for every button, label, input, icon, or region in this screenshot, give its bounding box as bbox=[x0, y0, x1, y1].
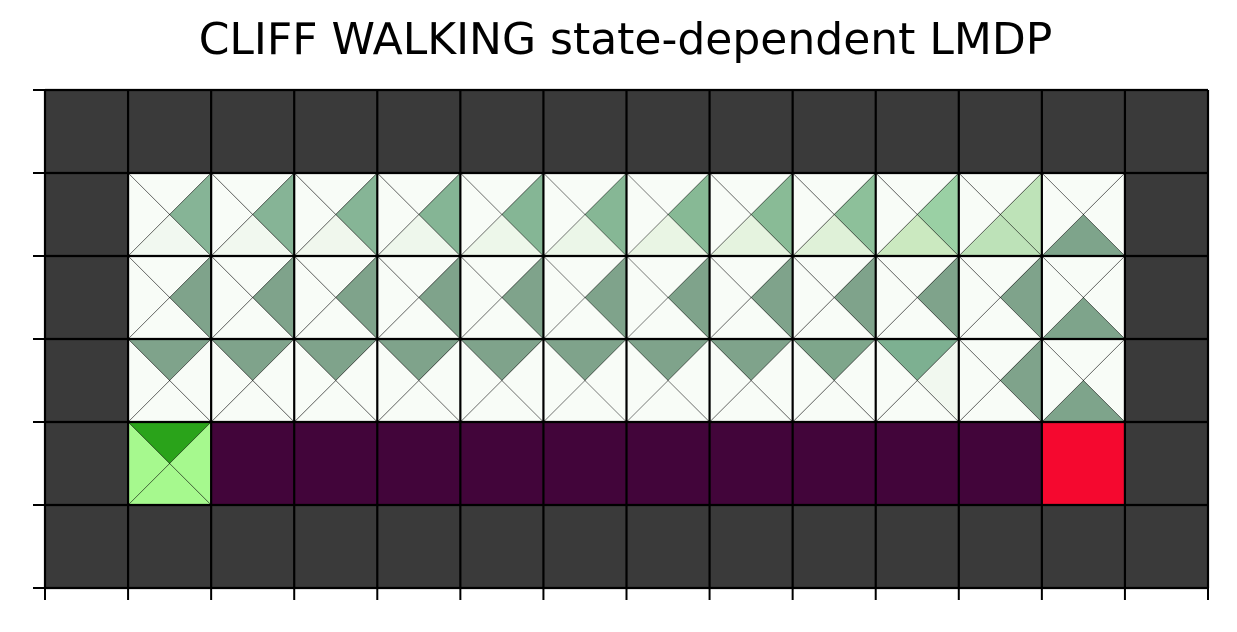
wall-cell bbox=[792, 90, 876, 173]
wall-cell bbox=[128, 90, 212, 173]
wall-cell bbox=[709, 505, 793, 588]
wall-cell bbox=[543, 90, 627, 173]
wall-cell bbox=[45, 505, 129, 588]
cliff-cell bbox=[294, 422, 378, 505]
wall-cell bbox=[626, 505, 710, 588]
wall-cell bbox=[1124, 339, 1208, 422]
wall-cell bbox=[211, 505, 295, 588]
wall-cell bbox=[377, 90, 461, 173]
gridlines-layer bbox=[43, 88, 1210, 590]
wall-cell bbox=[958, 505, 1042, 588]
wall-cell bbox=[1124, 173, 1208, 256]
wall-cell bbox=[626, 90, 710, 173]
cliff-cell bbox=[211, 422, 295, 505]
wall-cell bbox=[875, 90, 959, 173]
wall-cell bbox=[294, 505, 378, 588]
cliff-cell bbox=[460, 422, 544, 505]
cliff-cell bbox=[709, 422, 793, 505]
wall-cell bbox=[45, 422, 129, 505]
cliff-cell bbox=[792, 422, 876, 505]
wall-cell bbox=[1124, 505, 1208, 588]
wall-cell bbox=[1041, 505, 1125, 588]
wall-cell bbox=[1124, 422, 1208, 505]
wall-cell bbox=[45, 173, 129, 256]
plot-title: CLIFF WALKING state-dependent LMDP bbox=[198, 14, 1053, 65]
wall-cell bbox=[958, 90, 1042, 173]
wall-cell bbox=[709, 90, 793, 173]
wall-cell bbox=[543, 505, 627, 588]
cliff-cell bbox=[543, 422, 627, 505]
wall-cell bbox=[460, 505, 544, 588]
cliff-cell bbox=[875, 422, 959, 505]
wall-cell bbox=[294, 90, 378, 173]
wall-cell bbox=[1124, 256, 1208, 339]
axis-ticks bbox=[33, 89, 1209, 600]
wall-cell bbox=[460, 90, 544, 173]
cliff-cell bbox=[377, 422, 461, 505]
wall-cell bbox=[1041, 90, 1125, 173]
wall-cell bbox=[45, 90, 129, 173]
goal-cell bbox=[1041, 422, 1125, 505]
wall-cell bbox=[211, 90, 295, 173]
wall-cell bbox=[1124, 90, 1208, 173]
cells-layer bbox=[45, 90, 1208, 588]
wall-cell bbox=[45, 339, 129, 422]
wall-cell bbox=[45, 256, 129, 339]
wall-cell bbox=[377, 505, 461, 588]
wall-cell bbox=[792, 505, 876, 588]
cliff-cell bbox=[958, 422, 1042, 505]
cliff-cell bbox=[626, 422, 710, 505]
wall-cell bbox=[128, 505, 212, 588]
wall-cell bbox=[875, 505, 959, 588]
